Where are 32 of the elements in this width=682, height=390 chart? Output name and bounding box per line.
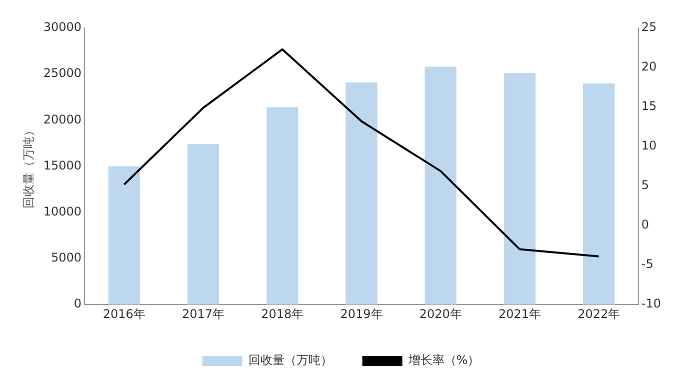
y2-tick-label: 5 bbox=[641, 178, 650, 192]
y2-tick-label: 20 bbox=[641, 60, 657, 74]
bar bbox=[187, 144, 220, 305]
x-tick-label: 2019年 bbox=[340, 306, 383, 321]
legend-label: 回收量（万吨） bbox=[248, 353, 332, 368]
x-tick-label: 2018年 bbox=[261, 306, 304, 321]
y2-tick-label: 25 bbox=[641, 20, 657, 34]
x-tick-label: 2021年 bbox=[498, 306, 541, 321]
y-tick-label: 10000 bbox=[43, 204, 82, 219]
bar bbox=[583, 83, 615, 305]
y2-tick-label: -5 bbox=[641, 257, 654, 272]
y2-tick-label: 15 bbox=[641, 99, 657, 114]
bar bbox=[108, 166, 140, 305]
y-tick-label: 25000 bbox=[43, 66, 82, 80]
y-tick-label: 15000 bbox=[43, 158, 82, 172]
y-axis-title: 回收量（万吨） bbox=[21, 124, 36, 208]
legend-label: 增长率（%） bbox=[407, 353, 480, 368]
y-tick-label: 0 bbox=[74, 296, 82, 311]
y2-tick-label: 10 bbox=[641, 138, 657, 153]
y-tick-label: 20000 bbox=[43, 112, 82, 126]
x-tick-label: 2022年 bbox=[578, 306, 620, 321]
x-tick-label: 2017年 bbox=[182, 306, 225, 321]
y-tick-label: 30000 bbox=[43, 20, 82, 34]
x-tick-label: 2020年 bbox=[419, 306, 462, 321]
y2-tick-label: -10 bbox=[641, 296, 662, 311]
bar bbox=[424, 66, 456, 305]
bar bbox=[266, 107, 298, 305]
bar bbox=[346, 82, 378, 305]
y2-tick-label: 0 bbox=[641, 218, 650, 232]
x-tick-label: 2016年 bbox=[102, 306, 146, 321]
bar bbox=[504, 73, 536, 305]
y-tick-label: 5000 bbox=[51, 250, 82, 265]
